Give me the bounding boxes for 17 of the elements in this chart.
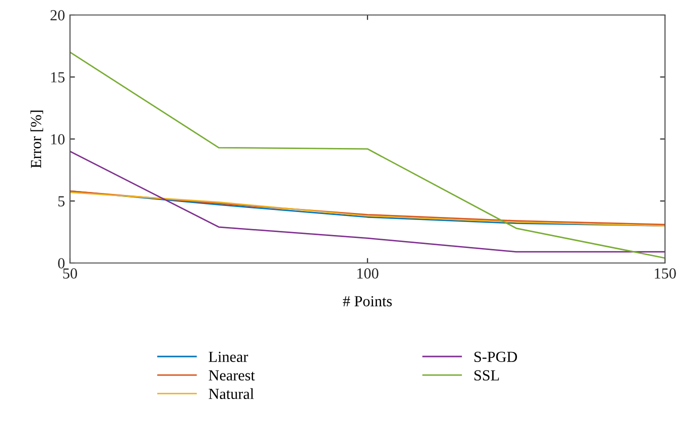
legend-label: Nearest: [208, 370, 255, 381]
y-tick-label: 0: [58, 258, 65, 268]
y-axis-title: Error [%]: [30, 110, 44, 168]
x-tick-label: 100: [357, 268, 378, 279]
x-tick-label: 150: [654, 268, 676, 279]
x-tick-label: 50: [63, 268, 78, 279]
line-series: [70, 52, 665, 259]
x-axis-title: # Points: [342, 296, 392, 306]
y-tick-label: 20: [50, 10, 65, 20]
legend-label: Linear: [208, 352, 248, 362]
legend-label: S-PGD: [474, 352, 517, 362]
legend-label: SSL: [474, 370, 499, 381]
y-tick-label: 10: [51, 134, 65, 144]
legend-label: Natural: [208, 388, 254, 400]
line-series: [70, 150, 665, 253]
y-tick-label: 5: [58, 196, 65, 206]
y-tick-label: 15: [51, 72, 65, 82]
